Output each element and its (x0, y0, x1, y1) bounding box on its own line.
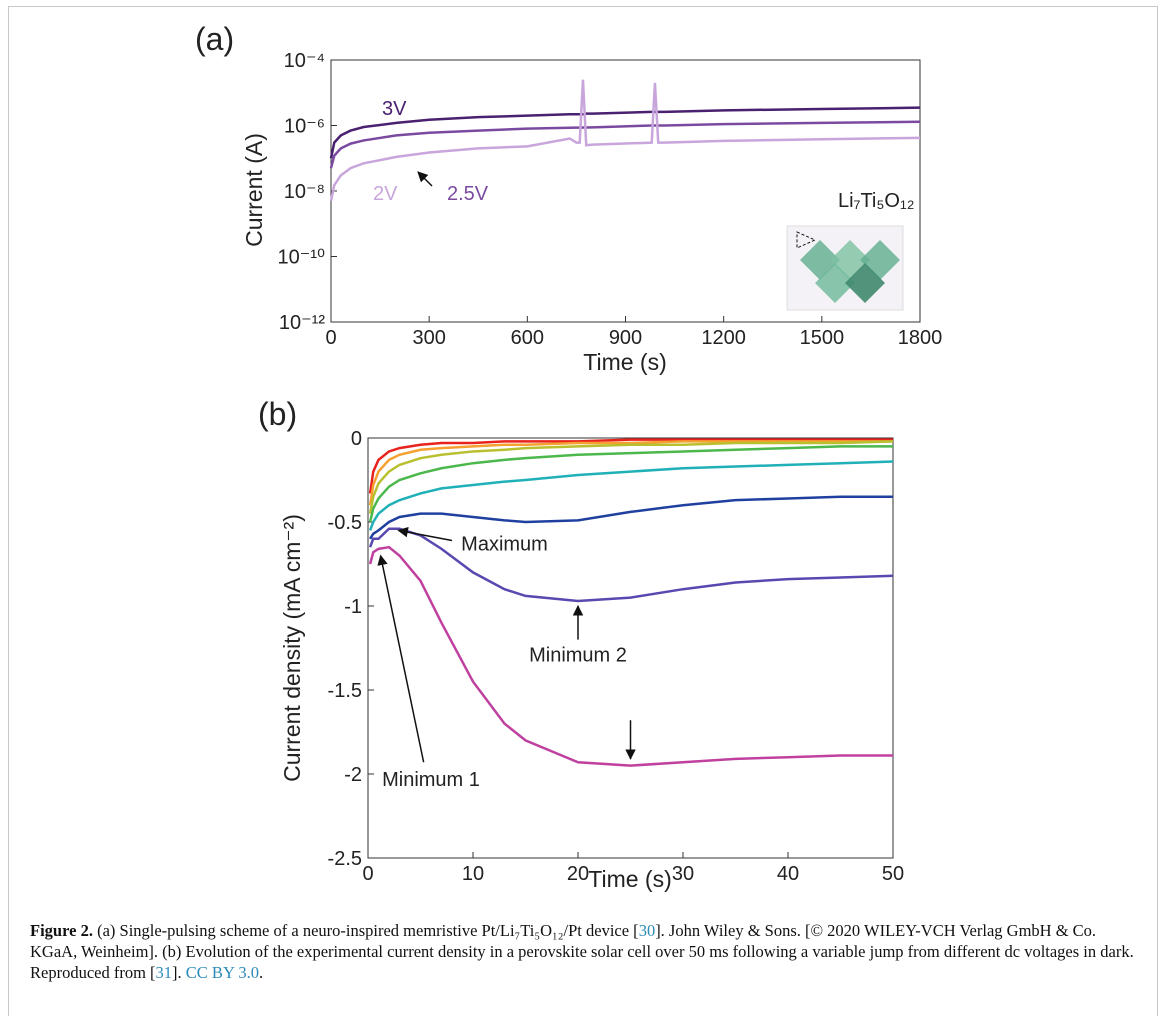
x-axis-label: Time (s) (588, 866, 671, 892)
series-line (329, 79, 921, 202)
x-tick-label: 1800 (898, 327, 943, 349)
x-tick-label: 1200 (701, 327, 746, 349)
x-axis-label: Time (s) (583, 349, 666, 375)
series-line (368, 445, 893, 523)
series-line (368, 527, 894, 603)
annotation: Li₇Ti₅O₁₂ (838, 190, 914, 212)
panel-label: (b) (258, 396, 297, 432)
y-tick-label: 10⁻¹⁰ (278, 247, 325, 269)
annotation: Minimum 2 (529, 644, 627, 666)
y-tick-label: 10⁻⁸ (284, 181, 325, 203)
y-tick-label: -2 (344, 764, 362, 786)
figure-frame (8, 6, 1158, 1016)
x-tick-label: 10 (462, 863, 484, 885)
x-tick-label: 30 (672, 863, 694, 885)
caption-text: (a) Single-pulsing scheme of a neuro-ins… (97, 921, 639, 940)
caption-label: Figure 2. (30, 921, 93, 940)
y-tick-label: -0.5 (328, 512, 362, 534)
series-label: 2.5V (447, 183, 489, 205)
annotation: Maximum (461, 534, 548, 556)
caption-text: ]. John Wiley & Sons. [© 2020 WILEY-VCH … (30, 921, 1134, 982)
arrow (397, 526, 453, 542)
y-tick-label: 10⁻⁴ (284, 50, 325, 72)
y-axis-label: Current (A) (241, 133, 267, 247)
x-tick-label: 0 (325, 327, 336, 349)
arrow (377, 554, 425, 763)
plot-frame (367, 437, 894, 859)
y-tick-label: 10⁻¹² (279, 312, 325, 334)
x-tick-label: 20 (567, 863, 589, 885)
x-tick-label: 900 (609, 327, 642, 349)
series-line (329, 106, 921, 159)
figure: 0 300 600 900 1200 1500 180010⁻¹²10⁻¹⁰10⁻⁸10⁻⁶… (195, 21, 943, 892)
series-line (368, 440, 894, 514)
series-line (368, 438, 893, 494)
y-tick-label: -2.5 (328, 848, 362, 870)
license-link[interactable]: CC BY 3.0 (185, 963, 259, 982)
series-line (368, 440, 893, 506)
x-tick-label: 600 (511, 327, 544, 349)
x-tick-label: 50 (882, 863, 904, 885)
inset-crystal (786, 225, 904, 311)
caption-text: . (259, 963, 264, 982)
series-line (329, 120, 921, 169)
y-tick-label: -1 (344, 596, 362, 618)
x-tick-label: 0 (362, 863, 373, 885)
figure-caption: Figure 2. (a) Single-pulsing scheme of a… (30, 920, 1145, 983)
reference-link[interactable]: 30 (638, 921, 656, 940)
caption-text: ]. (172, 963, 186, 982)
reference-link[interactable]: 31 (155, 963, 173, 982)
series-label: 2V (373, 183, 398, 205)
series-line (368, 545, 893, 767)
y-tick-label: 10⁻⁶ (284, 116, 325, 138)
x-tick-label: 1500 (800, 327, 845, 349)
y-tick-label: -1.5 (328, 680, 362, 702)
arrow (417, 171, 433, 187)
series-label: 3V (382, 98, 407, 120)
annotation: Minimum 1 (382, 769, 480, 791)
panel-label: (a) (195, 21, 234, 57)
series-line (369, 495, 893, 540)
x-tick-label: 300 (412, 327, 445, 349)
y-tick-label: 0 (351, 428, 362, 450)
series-line (368, 460, 894, 531)
y-axis-label: Current density (mA cm⁻²) (279, 514, 305, 782)
x-tick-label: 40 (777, 863, 799, 885)
